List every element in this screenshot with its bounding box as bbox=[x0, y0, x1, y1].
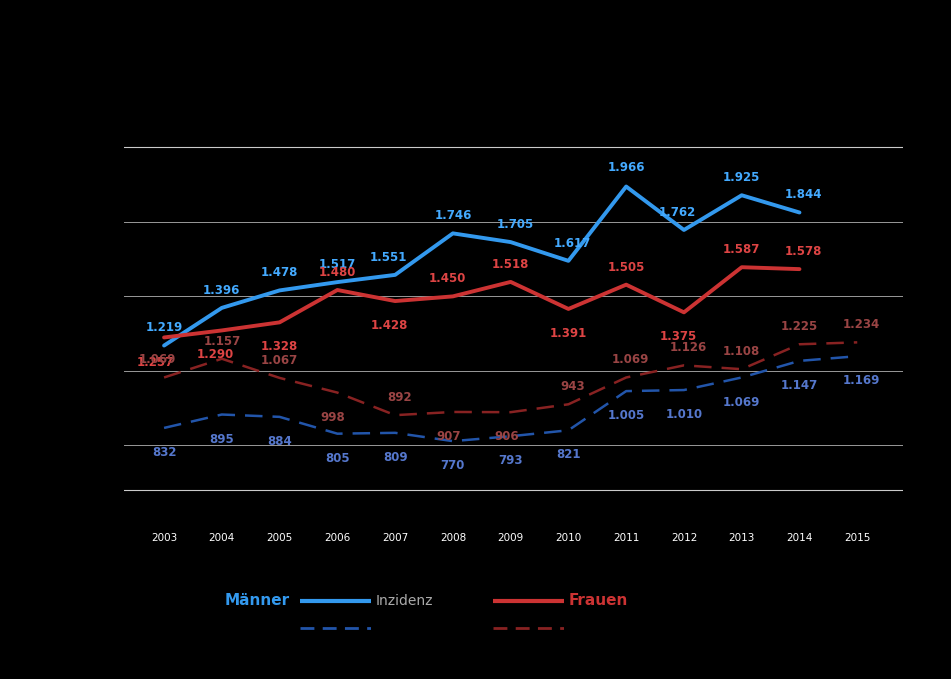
Text: 832: 832 bbox=[152, 446, 176, 459]
Text: 2011: 2011 bbox=[613, 533, 639, 543]
Text: 2005: 2005 bbox=[266, 533, 293, 543]
Text: 1.762: 1.762 bbox=[658, 206, 695, 219]
Text: 2006: 2006 bbox=[324, 533, 351, 543]
Text: Männer: Männer bbox=[225, 593, 290, 608]
Text: 1.219: 1.219 bbox=[146, 321, 183, 335]
Text: 1.067: 1.067 bbox=[261, 354, 299, 367]
Text: 2013: 2013 bbox=[728, 533, 755, 543]
Text: 770: 770 bbox=[440, 459, 465, 472]
Text: 2004: 2004 bbox=[208, 533, 235, 543]
Text: 1.518: 1.518 bbox=[492, 258, 530, 271]
Text: 1.157: 1.157 bbox=[204, 335, 241, 348]
Text: 1.005: 1.005 bbox=[608, 409, 645, 422]
Text: 1.551: 1.551 bbox=[370, 251, 407, 263]
Text: 1.480: 1.480 bbox=[319, 266, 356, 279]
Text: 2008: 2008 bbox=[439, 533, 466, 543]
Text: 998: 998 bbox=[320, 411, 345, 424]
Text: 1.844: 1.844 bbox=[785, 188, 823, 202]
Text: 1.234: 1.234 bbox=[843, 318, 880, 331]
Text: 1.396: 1.396 bbox=[204, 284, 241, 297]
Text: 1.925: 1.925 bbox=[723, 171, 761, 184]
Text: 1.375: 1.375 bbox=[660, 331, 697, 344]
Text: 1.290: 1.290 bbox=[196, 348, 234, 361]
Text: 1.147: 1.147 bbox=[781, 379, 818, 392]
Text: 805: 805 bbox=[325, 452, 350, 464]
Text: 1.069: 1.069 bbox=[139, 353, 176, 367]
Text: 1.505: 1.505 bbox=[608, 261, 645, 274]
Text: 2010: 2010 bbox=[555, 533, 582, 543]
Text: 1.169: 1.169 bbox=[843, 374, 880, 387]
Text: Frauen: Frauen bbox=[569, 593, 628, 608]
Text: 1.126: 1.126 bbox=[670, 342, 707, 354]
Text: 1.257: 1.257 bbox=[137, 356, 174, 369]
Text: 943: 943 bbox=[560, 380, 585, 393]
Text: 1.966: 1.966 bbox=[608, 161, 645, 174]
Text: 2014: 2014 bbox=[786, 533, 813, 543]
Text: 2009: 2009 bbox=[497, 533, 524, 543]
Text: 1.478: 1.478 bbox=[261, 266, 299, 279]
Text: 1.391: 1.391 bbox=[550, 327, 587, 340]
Text: 1.069: 1.069 bbox=[611, 353, 649, 367]
Text: 895: 895 bbox=[209, 433, 234, 445]
Text: 1.587: 1.587 bbox=[723, 243, 761, 256]
Text: 2003: 2003 bbox=[151, 533, 177, 543]
Text: 1.069: 1.069 bbox=[723, 396, 761, 409]
Text: 1.450: 1.450 bbox=[429, 272, 466, 285]
Text: Inzidenz: Inzidenz bbox=[376, 594, 433, 608]
Text: 2012: 2012 bbox=[670, 533, 697, 543]
Text: 1.010: 1.010 bbox=[666, 408, 703, 421]
Text: 1.225: 1.225 bbox=[781, 320, 818, 333]
Text: 1.108: 1.108 bbox=[723, 345, 761, 358]
Text: 821: 821 bbox=[556, 448, 581, 461]
Text: 1.705: 1.705 bbox=[496, 218, 534, 231]
Text: 1.617: 1.617 bbox=[554, 237, 592, 250]
Text: 1.517: 1.517 bbox=[319, 258, 356, 271]
Text: 809: 809 bbox=[383, 451, 407, 464]
Text: 1.746: 1.746 bbox=[435, 209, 472, 222]
Text: 2007: 2007 bbox=[382, 533, 408, 543]
Text: 2015: 2015 bbox=[844, 533, 870, 543]
Text: 907: 907 bbox=[437, 430, 461, 443]
Text: 793: 793 bbox=[498, 454, 523, 467]
Text: 1.578: 1.578 bbox=[785, 245, 823, 258]
Text: 892: 892 bbox=[387, 391, 412, 404]
Text: 1.328: 1.328 bbox=[261, 340, 299, 353]
Text: 906: 906 bbox=[495, 430, 519, 443]
Text: 884: 884 bbox=[267, 435, 292, 448]
Text: 1.428: 1.428 bbox=[371, 319, 408, 332]
